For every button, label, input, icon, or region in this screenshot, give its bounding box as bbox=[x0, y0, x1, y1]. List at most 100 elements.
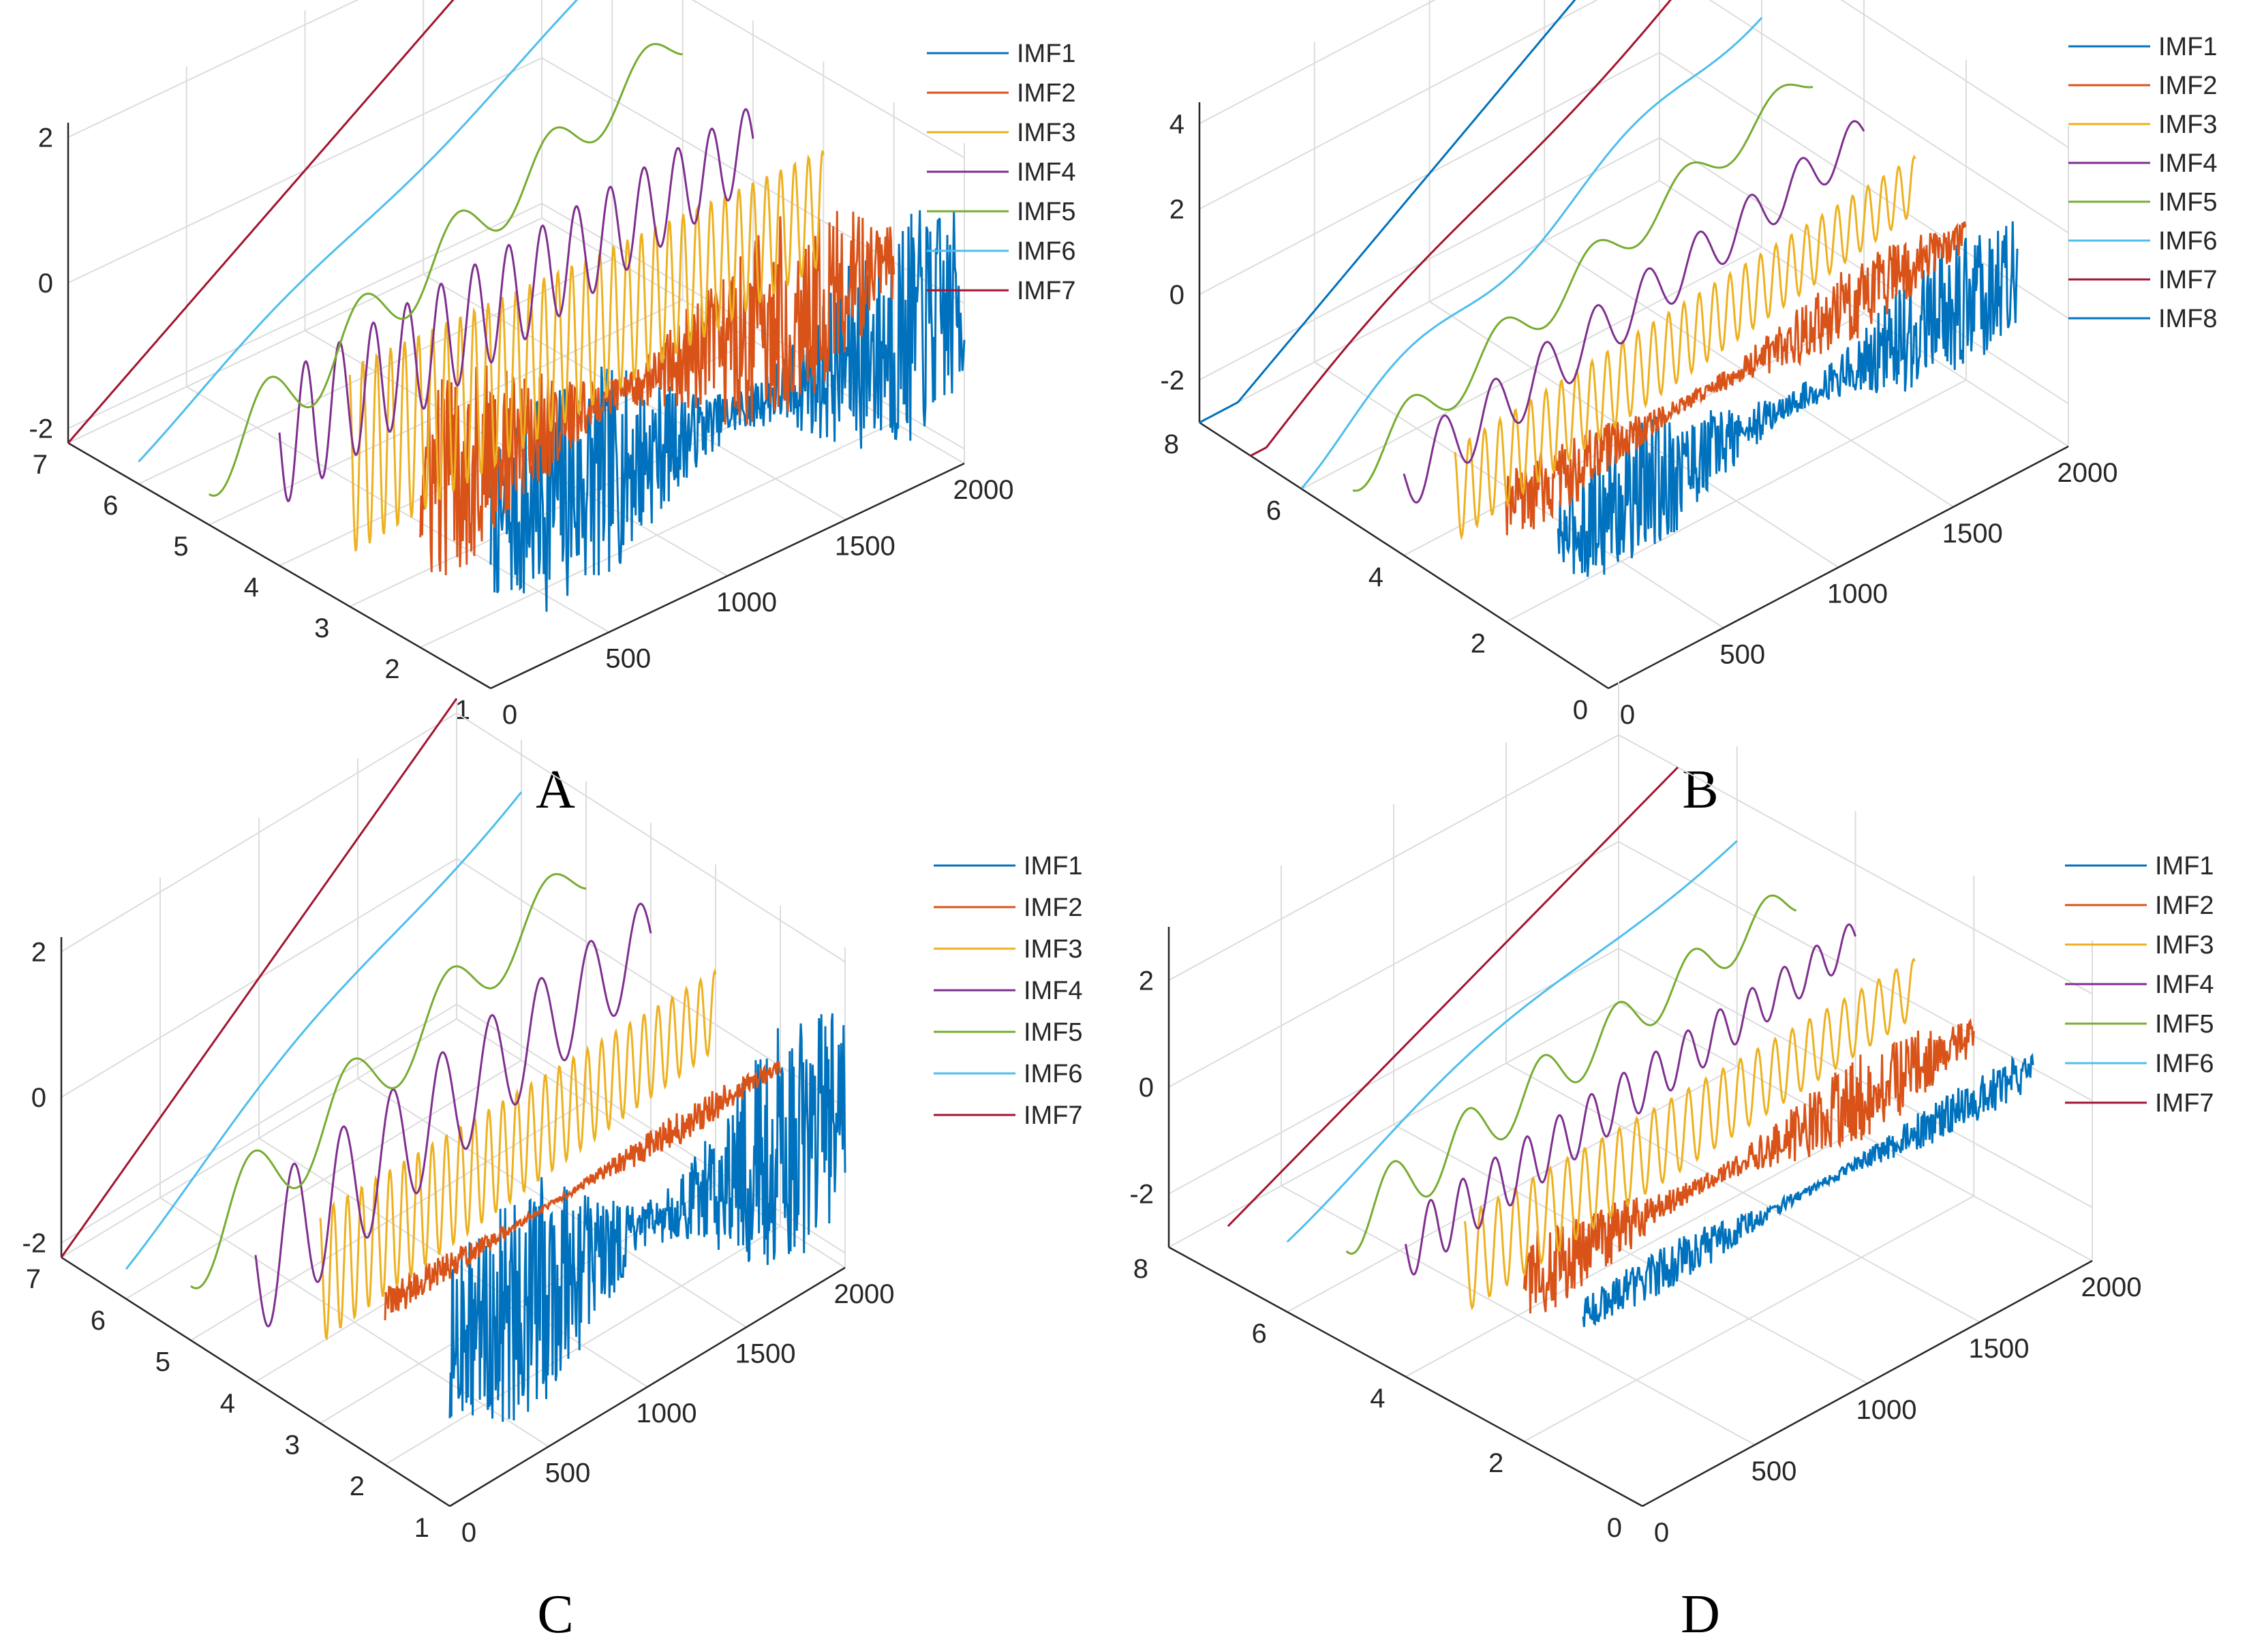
series-line-imf6 bbox=[125, 791, 523, 1270]
series-line-imf5 bbox=[208, 43, 683, 497]
z-tick-label: -2 bbox=[22, 1229, 46, 1259]
z-tick-label: 2 bbox=[38, 123, 53, 153]
x-tick-label: 500 bbox=[605, 644, 651, 674]
legend-label-imf3: IMF3 bbox=[1017, 119, 1076, 147]
y-tick-label: 6 bbox=[1252, 1319, 1267, 1349]
grid-line bbox=[67, 202, 542, 429]
legend-label-imf5: IMF5 bbox=[2155, 1010, 2214, 1039]
grid-line bbox=[1199, 0, 1599, 210]
grid-line bbox=[1659, 52, 2069, 319]
x-tick-label: 1500 bbox=[835, 532, 896, 562]
x-tick-label: 2000 bbox=[2081, 1272, 2142, 1302]
x-axis bbox=[1608, 445, 2069, 690]
series-line-imf3 bbox=[319, 968, 717, 1341]
grid-line bbox=[1168, 947, 1619, 1195]
legend-label-imf3: IMF3 bbox=[1024, 935, 1083, 964]
grid-line bbox=[1301, 246, 1762, 490]
legend-label-imf4: IMF4 bbox=[1017, 158, 1076, 187]
series-line-imf7 bbox=[60, 698, 458, 1258]
legend-label-imf2: IMF2 bbox=[1017, 79, 1076, 108]
chart-panel-A: 0 500 1000 1500 2000 1 2 3 4 5 6 7 -2 0 2 IMF1 IMF2 IMF3 I… bbox=[29, 0, 1076, 820]
grid-line bbox=[1405, 1131, 1856, 1377]
legend-label-imf3: IMF3 bbox=[2158, 110, 2218, 139]
x-tick-label: 2000 bbox=[834, 1279, 895, 1309]
grid-line bbox=[420, 422, 895, 648]
legend-label-imf6: IMF6 bbox=[2158, 227, 2218, 256]
y-axis bbox=[61, 1256, 450, 1508]
series-line-imf6 bbox=[138, 0, 579, 463]
y-tick-label: 8 bbox=[1133, 1254, 1148, 1284]
series-line-imf1 bbox=[448, 1013, 846, 1422]
grid-line bbox=[384, 1225, 781, 1466]
y-tick-label: 5 bbox=[173, 532, 188, 562]
x-tick-label: 1500 bbox=[1969, 1334, 2030, 1364]
series-line-imf7 bbox=[1227, 766, 1679, 1227]
y-tick-label: 8 bbox=[1164, 429, 1179, 459]
legend-label-imf2: IMF2 bbox=[2155, 891, 2214, 920]
legend-label-imf7: IMF7 bbox=[2158, 266, 2218, 294]
legend-label-imf7: IMF7 bbox=[1017, 277, 1076, 305]
y-tick-label: 2 bbox=[1488, 1448, 1503, 1478]
z-tick-label: -2 bbox=[1160, 365, 1184, 395]
grid-line bbox=[61, 1003, 457, 1244]
grid-line bbox=[456, 712, 846, 963]
y-tick-label: 6 bbox=[1266, 496, 1281, 526]
series-line-imf1 bbox=[1582, 1053, 2034, 1328]
y-tick-label: 4 bbox=[1368, 562, 1383, 592]
legend-label-imf8: IMF8 bbox=[2158, 305, 2218, 333]
y-tick-label: 1 bbox=[414, 1513, 429, 1543]
grid-line bbox=[61, 712, 457, 953]
chart-panel-C: 0 500 1000 1500 2000 1 2 3 4 5 6 7 -2 0 2 IMF1 IMF2 IMF3 I… bbox=[22, 698, 1083, 1645]
x-tick-label: 1000 bbox=[1827, 579, 1888, 609]
y-tick-label: 5 bbox=[155, 1347, 170, 1377]
x-tick-label: 1500 bbox=[735, 1339, 796, 1369]
series-line-imf5 bbox=[1352, 83, 1814, 492]
legend-label-imf5: IMF5 bbox=[1017, 198, 1076, 226]
series-line-imf6 bbox=[1286, 840, 1738, 1243]
grid-line bbox=[1523, 1195, 1974, 1442]
x-tick-label: 1000 bbox=[637, 1398, 697, 1428]
y-tick-label: 6 bbox=[91, 1306, 106, 1336]
z-tick-label: -2 bbox=[29, 414, 53, 444]
x-tick-label: 500 bbox=[1751, 1456, 1797, 1486]
series-line-imf1 bbox=[1557, 221, 2019, 577]
y-tick-label: 7 bbox=[33, 450, 48, 480]
y-axis bbox=[1199, 421, 1609, 690]
y-tick-label: 2 bbox=[1471, 629, 1486, 659]
series-line-imf2 bbox=[384, 1061, 782, 1321]
y-tick-label: 6 bbox=[103, 491, 118, 521]
grid-line bbox=[1618, 947, 2093, 1208]
x-tick-label: 0 bbox=[461, 1518, 476, 1548]
grid-line bbox=[1199, 0, 1436, 125]
series-line-imf4 bbox=[254, 902, 652, 1328]
grid-line bbox=[1709, 0, 2069, 234]
series-line-imf8 bbox=[1199, 0, 1576, 424]
panel-label-C: C bbox=[537, 1585, 573, 1645]
panel-label-B: B bbox=[1682, 760, 1718, 820]
legend-label-imf4: IMF4 bbox=[2158, 149, 2218, 178]
chart-panel-D: 0 500 1000 1500 2000 0 2 4 6 8 -2 0 2 IMF1 IMF2 IMF3 IMF… bbox=[1129, 682, 2214, 1645]
legend-label-imf1: IMF1 bbox=[1017, 40, 1076, 68]
legend-label-imf6: IMF6 bbox=[1017, 237, 1076, 266]
x-tick-label: 2000 bbox=[2057, 458, 2118, 488]
y-axis bbox=[67, 442, 491, 690]
y-tick-label: 4 bbox=[220, 1389, 235, 1419]
z-tick-label: 2 bbox=[1169, 195, 1184, 225]
legend-label-imf4: IMF4 bbox=[1024, 977, 1083, 1005]
legend-label-imf3: IMF3 bbox=[2155, 931, 2214, 960]
grid-line bbox=[67, 0, 359, 138]
z-tick-label: 0 bbox=[1139, 1073, 1154, 1103]
chart-panel-B: 0 500 1000 1500 2000 0 2 4 6 8 -2 0 2 4 IMF1 IMF2 IMF3 IM… bbox=[1160, 0, 2218, 820]
x-axis bbox=[1642, 1259, 2093, 1508]
y-tick-label: 0 bbox=[1573, 695, 1588, 725]
legend-label-imf5: IMF5 bbox=[2158, 188, 2218, 217]
series-line-imf2 bbox=[1523, 1018, 1975, 1314]
legend-label-imf5: IMF5 bbox=[1024, 1018, 1083, 1047]
grid-line bbox=[1168, 734, 1619, 981]
z-tick-label: 0 bbox=[38, 269, 53, 299]
series-line-imf4 bbox=[278, 108, 754, 502]
grid-line bbox=[125, 1059, 522, 1300]
grid-line bbox=[1659, 137, 2069, 405]
x-tick-label: 0 bbox=[1620, 700, 1635, 730]
grid-line bbox=[456, 858, 846, 1108]
